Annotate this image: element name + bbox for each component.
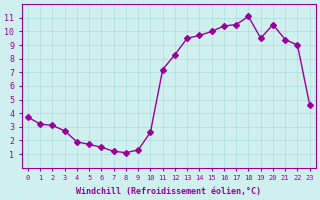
X-axis label: Windchill (Refroidissement éolien,°C): Windchill (Refroidissement éolien,°C) [76, 187, 261, 196]
